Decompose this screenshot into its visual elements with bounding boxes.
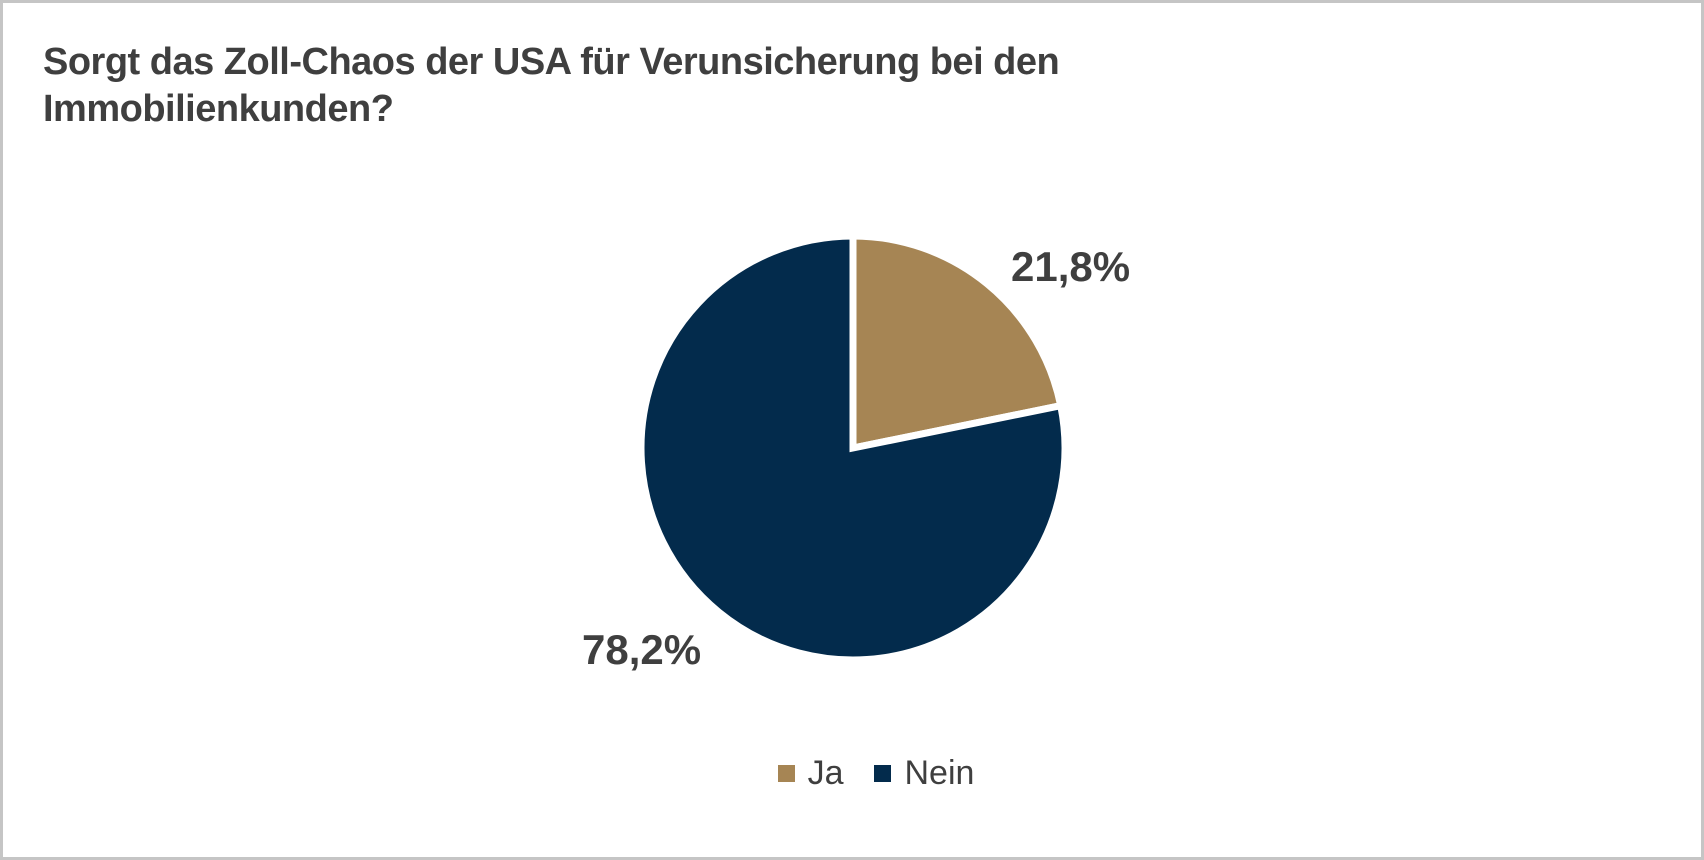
pie-chart xyxy=(637,232,1069,664)
legend-marker-nein-icon xyxy=(874,765,892,783)
chart-title-line-2: Immobilienkunden? xyxy=(43,88,394,130)
legend-label-ja: Ja xyxy=(807,754,844,792)
legend-item-nein: Nein xyxy=(874,754,975,792)
legend-item-ja: Ja xyxy=(777,754,844,792)
chart-title: Sorgt das Zoll-Chaos der USA für Verunsi… xyxy=(43,39,1143,133)
pie-slice-nein xyxy=(637,232,1069,664)
legend-label-nein: Nein xyxy=(904,754,975,792)
legend: Ja Nein xyxy=(27,754,1701,792)
chart-title-line-1: Sorgt das Zoll-Chaos der USA für Verunsi… xyxy=(43,41,1060,83)
data-label-ja: 21,8% xyxy=(1011,243,1131,290)
pie-slice-ja xyxy=(849,232,1065,453)
legend-marker-ja-icon xyxy=(777,765,795,783)
data-label-nein: 78,2% xyxy=(582,626,702,673)
